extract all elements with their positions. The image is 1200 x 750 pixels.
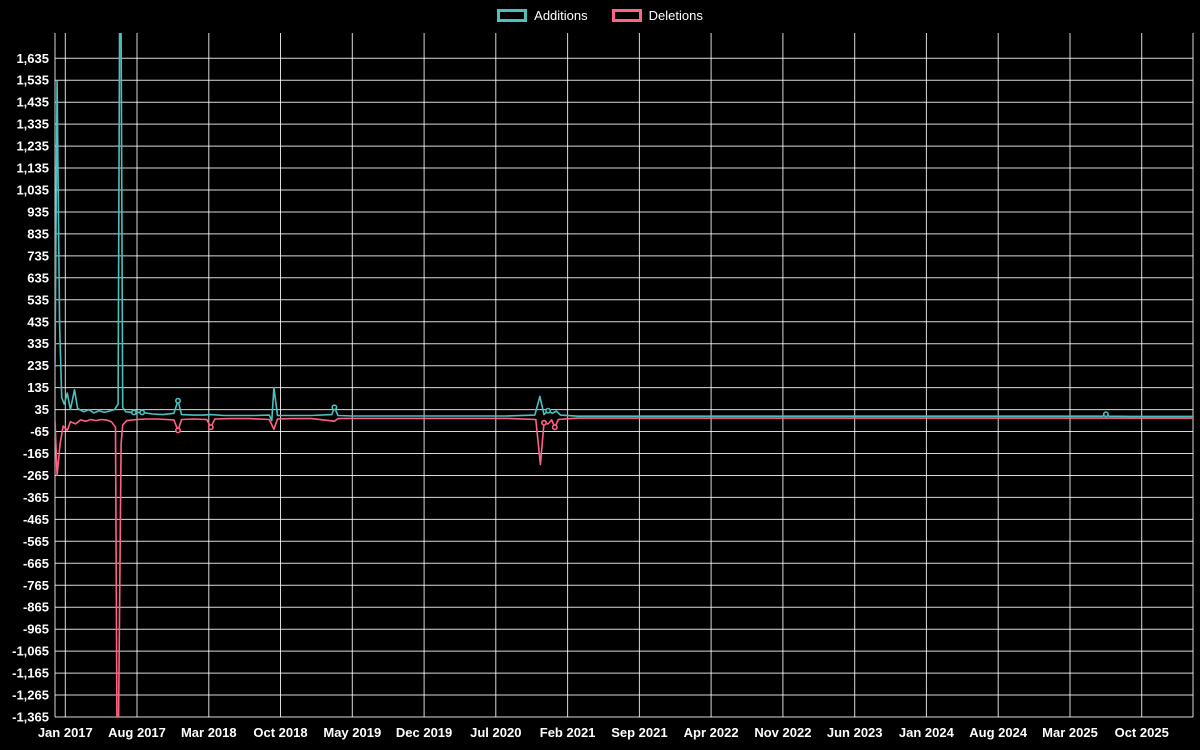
y-tick-label: 1,235 xyxy=(16,139,49,154)
x-tick-label: Jun 2023 xyxy=(827,725,883,740)
legend-swatch-additions-icon xyxy=(497,9,528,22)
y-tick-label: 335 xyxy=(27,336,49,351)
x-tick-label: May 2019 xyxy=(323,725,381,740)
x-tick-label: Dec 2019 xyxy=(396,725,452,740)
data-point-marker xyxy=(551,424,558,431)
x-tick-label: Mar 2018 xyxy=(181,725,237,740)
y-tick-label: -465 xyxy=(23,512,49,527)
y-tick-label: -1,165 xyxy=(12,666,49,681)
x-tick-label: Aug 2024 xyxy=(969,725,1028,740)
legend-item-additions[interactable]: Additions xyxy=(497,8,588,23)
x-tick-label: Apr 2022 xyxy=(684,725,739,740)
legend-swatch-deletions-icon xyxy=(611,9,642,22)
x-tick-label: Oct 2018 xyxy=(253,725,307,740)
y-tick-label: -265 xyxy=(23,468,49,483)
chart-legend: Additions Deletions xyxy=(0,8,1200,23)
y-tick-label: 435 xyxy=(27,314,49,329)
x-tick-label: Mar 2025 xyxy=(1042,725,1098,740)
legend-label-additions: Additions xyxy=(534,8,588,23)
x-tick-label: Jan 2024 xyxy=(899,725,955,740)
y-tick-label: 835 xyxy=(27,226,49,241)
data-point-marker xyxy=(545,407,552,414)
data-point-marker xyxy=(331,404,338,411)
y-tick-label: 35 xyxy=(35,402,49,417)
y-tick-label: 735 xyxy=(27,248,49,263)
data-point-marker xyxy=(1102,411,1109,418)
series-line-additions xyxy=(55,33,1193,422)
series-additions xyxy=(55,33,1193,422)
y-tick-label: 1,535 xyxy=(16,73,49,88)
y-tick-label: 935 xyxy=(27,205,49,220)
y-tick-label: 1,435 xyxy=(16,95,49,110)
y-tick-label: -965 xyxy=(23,622,49,637)
y-tick-label: -565 xyxy=(23,534,49,549)
x-tick-label: Sep 2021 xyxy=(611,725,667,740)
legend-item-deletions[interactable]: Deletions xyxy=(611,8,703,23)
y-tick-label: 1,035 xyxy=(16,183,49,198)
y-tick-label: 235 xyxy=(27,358,49,373)
y-tick-label: -665 xyxy=(23,556,49,571)
data-point-marker xyxy=(207,424,214,431)
x-tick-label: Oct 2025 xyxy=(1115,725,1169,740)
y-tick-label: 635 xyxy=(27,270,49,285)
data-point-marker xyxy=(175,397,182,404)
x-tick-label: Nov 2022 xyxy=(754,725,811,740)
y-tick-label: -1,065 xyxy=(12,644,49,659)
y-tick-label: 135 xyxy=(27,380,49,395)
y-tick-label: 1,335 xyxy=(16,117,49,132)
data-point-marker xyxy=(139,409,146,416)
y-tick-label: -865 xyxy=(23,600,49,615)
legend-label-deletions: Deletions xyxy=(648,8,703,23)
y-tick-label: -1,265 xyxy=(12,688,49,703)
y-tick-label: -65 xyxy=(30,424,49,439)
series-line-deletions xyxy=(55,417,1193,717)
series-deletions xyxy=(55,417,1193,717)
data-point-marker xyxy=(175,427,182,434)
y-tick-label: -765 xyxy=(23,578,49,593)
x-tick-label: Aug 2017 xyxy=(108,725,166,740)
x-tick-label: Feb 2021 xyxy=(540,725,596,740)
data-point-marker xyxy=(130,409,137,416)
y-tick-label: -365 xyxy=(23,490,49,505)
x-tick-label: Jan 2017 xyxy=(38,725,93,740)
y-tick-label: 535 xyxy=(27,292,49,307)
y-tick-label: -165 xyxy=(23,446,49,461)
x-tick-label: Jul 2020 xyxy=(470,725,521,740)
data-point-marker xyxy=(540,419,547,426)
y-tick-label: 1,635 xyxy=(16,51,49,66)
y-tick-label: 1,135 xyxy=(16,161,49,176)
y-tick-label: -1,365 xyxy=(12,710,49,725)
